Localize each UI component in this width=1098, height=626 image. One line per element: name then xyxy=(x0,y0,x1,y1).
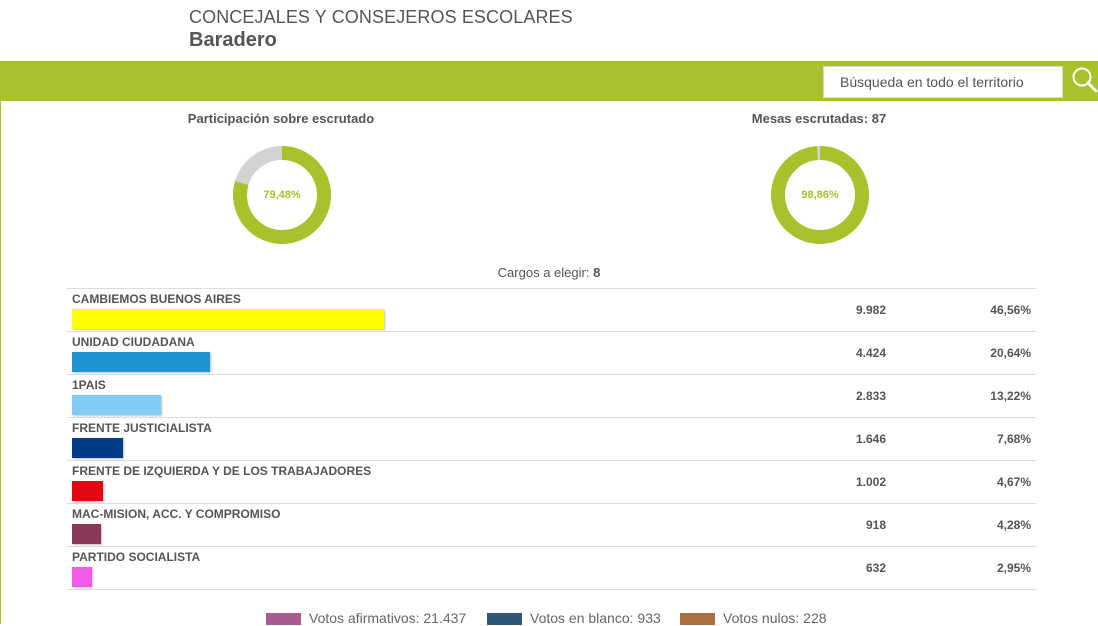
party-percent: 2,95% xyxy=(996,561,1031,575)
party-name: 1PAIS xyxy=(72,378,106,392)
party-votes: 4.424 xyxy=(855,346,886,360)
search-icon[interactable] xyxy=(1070,64,1098,96)
party-votes: 2.833 xyxy=(855,389,886,403)
cargos-info: Cargos a elegir: 8 xyxy=(0,265,1098,280)
party-name: CAMBIEMOS BUENOS AIRES xyxy=(72,292,241,306)
party-bar xyxy=(72,352,210,372)
participation-donut: 79,48% xyxy=(232,145,332,245)
party-name: UNIDAD CIUDADANA xyxy=(72,335,195,349)
party-bar xyxy=(72,524,101,544)
result-row: CAMBIEMOS BUENOS AIRES 9.982 46,56% xyxy=(67,288,1036,331)
tables-value: 98,86% xyxy=(801,189,839,201)
donut-value-arc xyxy=(233,146,331,244)
page-header: CONCEJALES Y CONSEJEROS ESCOLARES Barade… xyxy=(0,0,1098,62)
party-name: FRENTE JUSTICIALISTA xyxy=(72,421,212,435)
result-row: FRENTE JUSTICIALISTA 1.646 7,68% xyxy=(67,417,1036,460)
party-name: MAC-MISION, ACC. Y COMPROMISO xyxy=(72,507,281,521)
legend-item: Votos nulos: 228 xyxy=(680,610,827,626)
party-percent: 13,22% xyxy=(990,389,1031,403)
party-votes: 918 xyxy=(865,518,886,532)
content-border xyxy=(0,101,1,624)
result-row: PARTIDO SOCIALISTA 632 2,95% xyxy=(67,546,1036,590)
page-title: CONCEJALES Y CONSEJEROS ESCOLARES xyxy=(189,7,573,27)
tables-title: Mesas escrutadas: 87 xyxy=(751,111,887,126)
results-table: CAMBIEMOS BUENOS AIRES 9.982 46,56% UNIDAD … xyxy=(67,288,1036,590)
party-bar xyxy=(72,481,103,501)
result-row: MAC-MISION, ACC. Y COMPROMISO 918 4,28% xyxy=(67,503,1036,546)
result-row: 1PAIS 2.833 13,22% xyxy=(67,374,1036,417)
result-row: UNIDAD CIUDADANA 4.424 20,64% xyxy=(67,331,1036,374)
tables-donut: 98,86% xyxy=(770,145,870,245)
legend-item: Votos en blanco: 933 xyxy=(487,610,661,626)
cargos-value: 8 xyxy=(593,265,601,280)
legend-swatch xyxy=(487,613,522,626)
party-percent: 46,56% xyxy=(990,303,1031,317)
search-input[interactable] xyxy=(823,66,1063,98)
legend-label: Votos afirmativos: 21.437 xyxy=(309,610,467,626)
party-percent: 7,68% xyxy=(996,432,1031,446)
party-percent: 20,64% xyxy=(990,346,1031,360)
legend-swatch xyxy=(266,613,301,626)
donut-value-arc xyxy=(771,146,869,244)
party-bar xyxy=(72,309,384,329)
location-title: Baradero xyxy=(189,29,277,51)
vote-legend: Votos afirmativos: 21.437 Votos en blanc… xyxy=(0,610,1098,626)
party-votes: 632 xyxy=(865,561,886,575)
legend-label: Votos nulos: 228 xyxy=(723,610,827,626)
party-bar xyxy=(72,438,123,458)
party-percent: 4,67% xyxy=(996,475,1031,489)
legend-item: Votos afirmativos: 21.437 xyxy=(266,610,466,626)
party-bar xyxy=(72,395,161,415)
result-row: FRENTE DE IZQUIERDA Y DE LOS TRABAJADORE… xyxy=(67,460,1036,503)
party-votes: 1.002 xyxy=(855,475,886,489)
participation-title: Participación sobre escrutado xyxy=(187,111,375,126)
party-votes: 9.982 xyxy=(855,303,886,317)
cargos-label: Cargos a elegir: xyxy=(497,265,590,280)
party-name: FRENTE DE IZQUIERDA Y DE LOS TRABAJADORE… xyxy=(72,464,372,478)
party-votes: 1.646 xyxy=(855,432,886,446)
party-percent: 4,28% xyxy=(996,518,1031,532)
party-bar xyxy=(72,567,92,587)
legend-swatch xyxy=(680,613,715,626)
legend-label: Votos en blanco: 933 xyxy=(530,610,661,626)
participation-value: 79,48% xyxy=(263,189,301,201)
party-name: PARTIDO SOCIALISTA xyxy=(72,550,201,564)
